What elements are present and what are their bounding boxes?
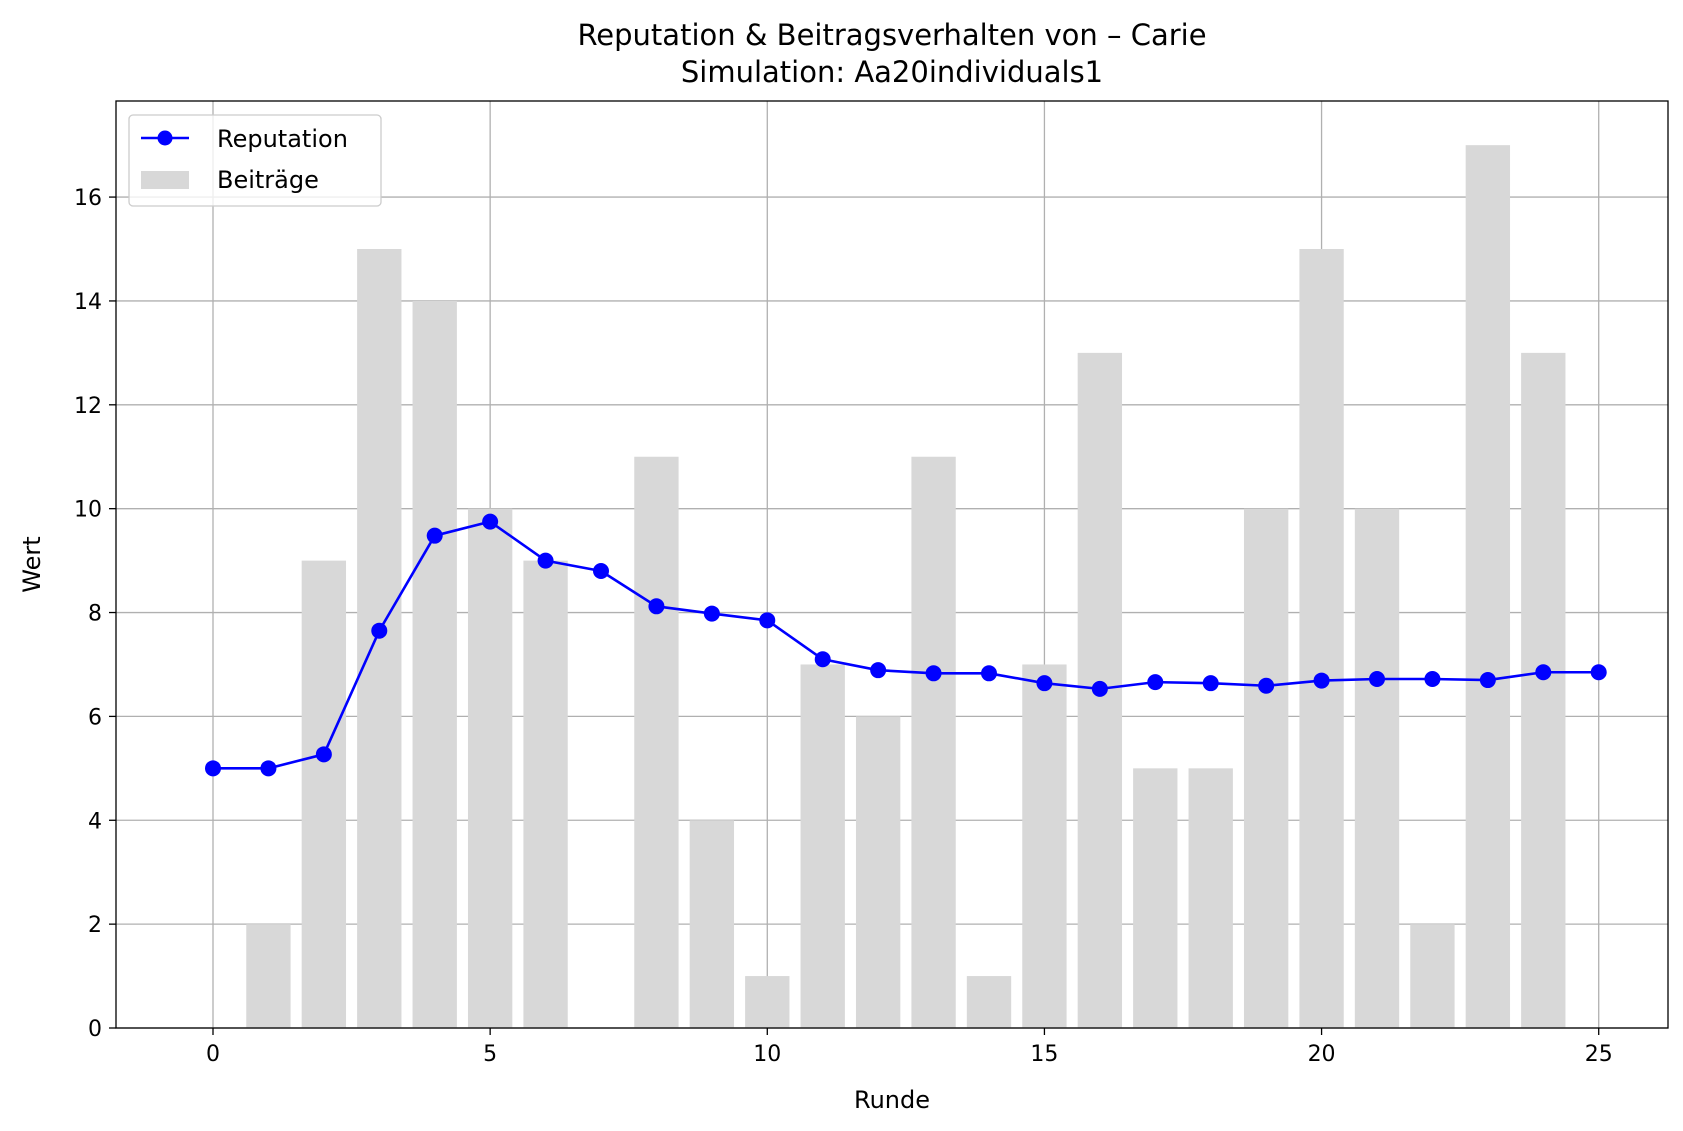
bars-series: [246, 145, 1566, 1029]
legend-reputation-marker: [157, 130, 173, 146]
bar: [689, 820, 735, 1028]
chart-subtitle: Simulation: Aa20individuals1: [681, 55, 1103, 89]
x-tick-label: 15: [1030, 1042, 1058, 1067]
bar: [634, 456, 679, 1028]
reputation-point: [814, 651, 831, 668]
legend-box: [128, 114, 382, 207]
bar: [1410, 924, 1455, 1028]
legend-beitraege-label: Beiträge: [217, 166, 319, 194]
x-tick-label: 10: [753, 1042, 781, 1067]
bar: [1133, 768, 1178, 1028]
reputation-point: [537, 552, 554, 569]
y-tick-label: 12: [74, 394, 102, 419]
reputation-point: [426, 527, 443, 544]
plot-frame: [115, 100, 1669, 1029]
reputation-point: [593, 562, 609, 579]
reputation-point: [1147, 674, 1164, 691]
bar: [1521, 352, 1566, 1028]
legend-beitraege-swatch: [141, 171, 189, 189]
reputation-point: [759, 612, 776, 629]
reputation-point: [1036, 675, 1053, 692]
reputation-point: [1535, 664, 1552, 681]
bar: [1243, 508, 1289, 1029]
reputation-point: [1091, 680, 1108, 697]
bar: [246, 924, 291, 1028]
line-series: [205, 513, 1607, 777]
bar: [467, 508, 513, 1029]
y-tick-label: 14: [74, 290, 102, 315]
reputation-point: [1258, 677, 1275, 694]
chart-title: Reputation & Beitragsverhalten von – Car…: [577, 18, 1206, 52]
y-tick-label: 4: [88, 809, 102, 834]
bar: [1022, 664, 1067, 1028]
reputation-point: [315, 746, 332, 763]
bar: [1299, 249, 1344, 1028]
y-axis-label: Wert: [18, 536, 46, 592]
y-tick-label: 6: [88, 705, 102, 730]
reputation-point: [1313, 672, 1330, 689]
y-tick-label: 0: [88, 1017, 102, 1042]
reputation-point: [1479, 672, 1496, 689]
reputation-point: [482, 513, 499, 530]
bar: [301, 560, 347, 1028]
reputation-point: [1369, 671, 1385, 688]
bar: [855, 716, 901, 1028]
legend-reputation-label: Reputation: [217, 125, 348, 153]
reputation-point: [1590, 664, 1607, 681]
x-tick-label: 5: [483, 1042, 497, 1067]
bar: [966, 976, 1012, 1028]
reputation-point: [1424, 671, 1441, 688]
y-tick-label: 16: [74, 186, 102, 211]
reputation-point: [981, 665, 997, 682]
bar: [412, 300, 457, 1028]
reputation-point: [1202, 675, 1219, 692]
y-tick-label: 8: [88, 602, 102, 627]
y-tick-label: 10: [74, 498, 102, 523]
x-axis: 0 5 10 15 20 25: [206, 1028, 1613, 1067]
y-axis: 0 2 4 6 8 10 12 14 16: [74, 186, 116, 1042]
reputation-point: [703, 605, 720, 622]
y-tick-label: 2: [88, 913, 102, 938]
x-tick-label: 25: [1585, 1042, 1613, 1067]
bar: [911, 456, 956, 1028]
bar: [1354, 508, 1400, 1029]
bar: [523, 560, 568, 1028]
reputation-point: [260, 760, 277, 777]
x-tick-label: 20: [1308, 1042, 1336, 1067]
x-tick-label: 0: [206, 1042, 220, 1067]
reputation-point: [648, 598, 665, 615]
reputation-point: [870, 662, 887, 679]
legend: Reputation Beiträge: [128, 114, 382, 207]
bar: [1188, 768, 1233, 1028]
bar: [745, 976, 790, 1028]
x-axis-label: Runde: [854, 1086, 930, 1114]
bar: [800, 664, 845, 1028]
reputation-point: [925, 665, 942, 682]
reputation-point: [371, 622, 388, 639]
reputation-line: [213, 520, 1599, 770]
reputation-point: [205, 760, 221, 777]
bar: [1465, 145, 1511, 1029]
